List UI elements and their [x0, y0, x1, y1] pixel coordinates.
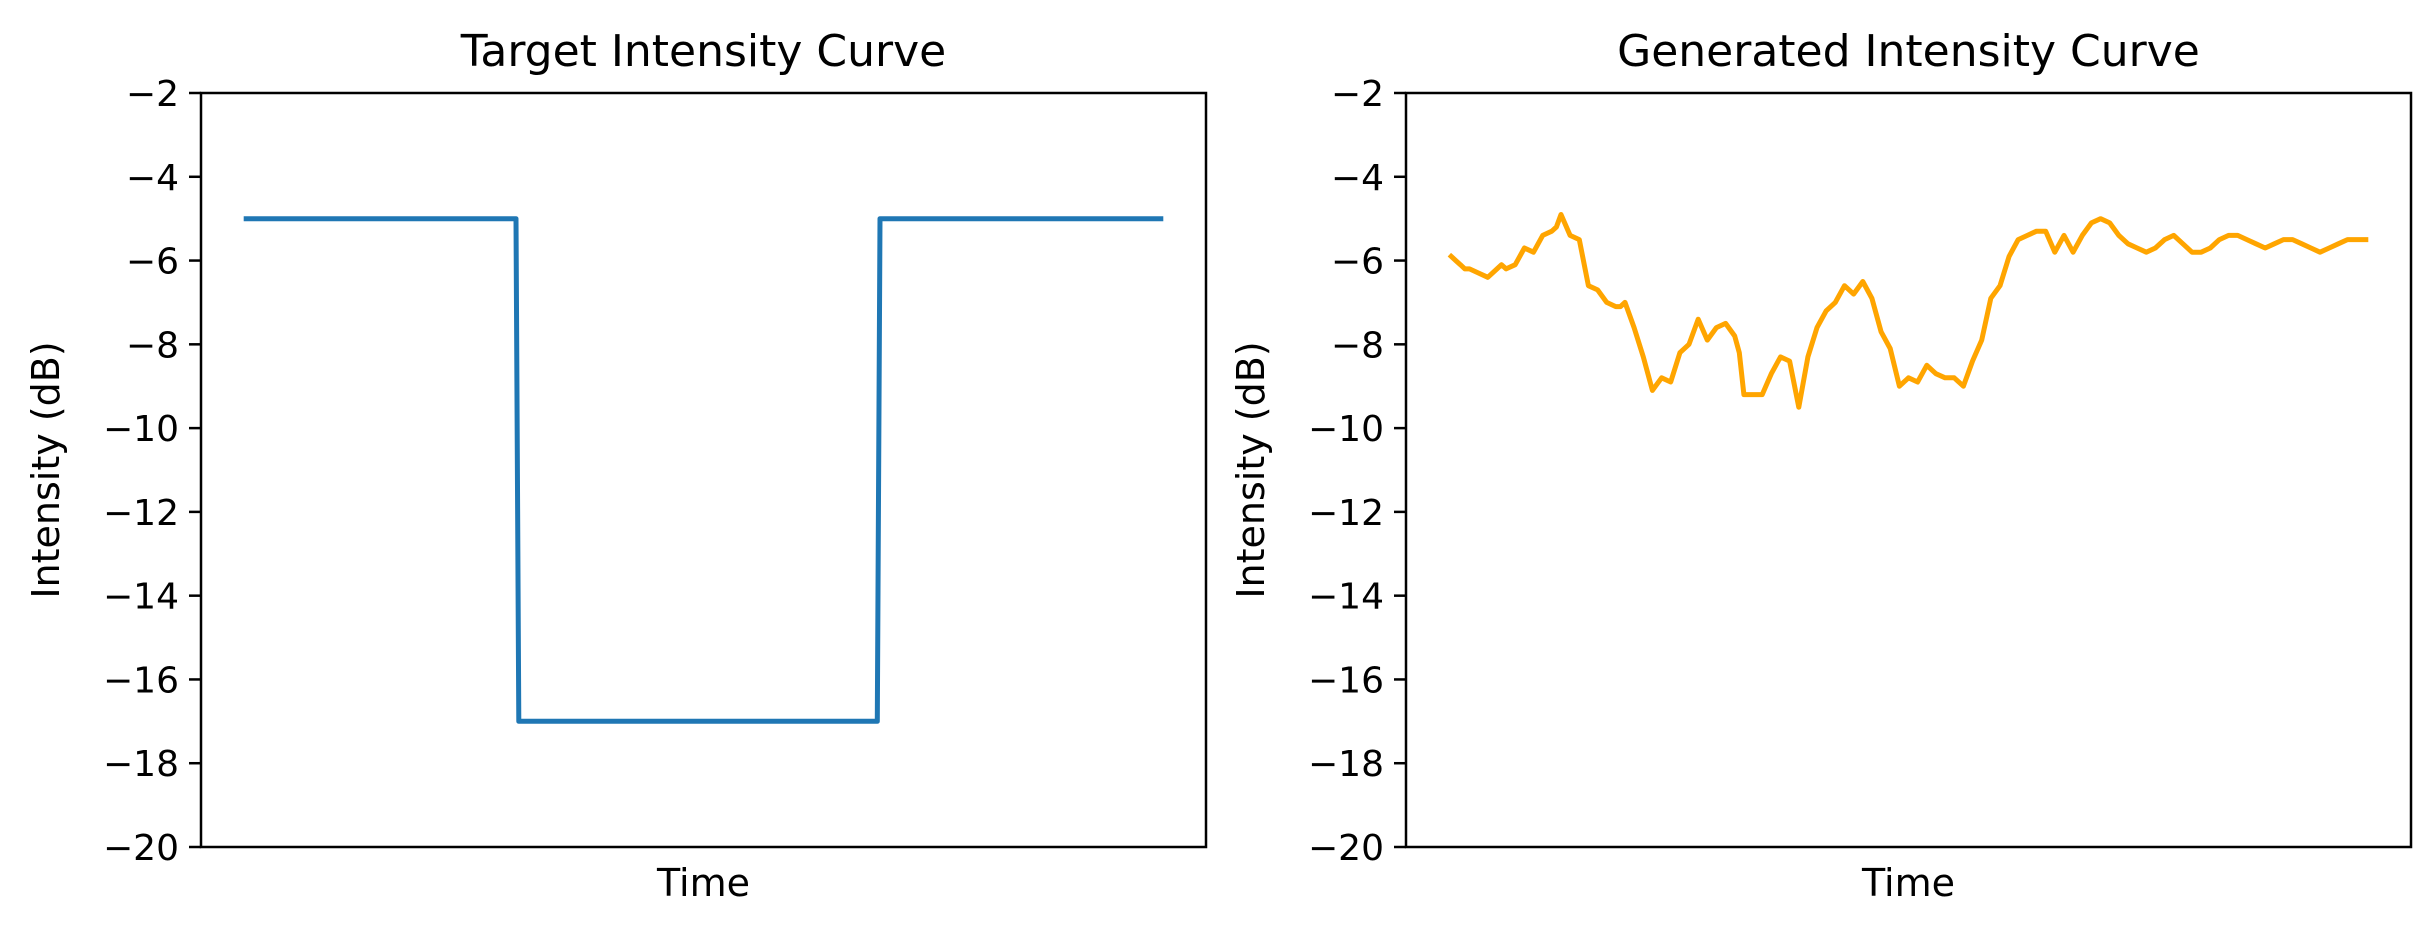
generated-y-tick-label: −2: [1331, 74, 1384, 115]
generated-chart-title: Generated Intensity Curve: [1617, 26, 2200, 77]
target-y-tick-label: −20: [103, 828, 179, 869]
target-y-tick-label: −4: [126, 158, 179, 199]
generated-y-tick-label: −16: [1308, 660, 1384, 701]
target-y-tick-label: −2: [126, 74, 179, 115]
generated-y-tick-label: −6: [1331, 242, 1384, 283]
target-y-tick-label: −10: [103, 409, 179, 450]
target-y-tick-label: −8: [126, 325, 179, 366]
generated-y-tick-label: −4: [1331, 158, 1384, 199]
generated-series-line: [1447, 212, 2369, 410]
target-chart-title: Target Intensity Curve: [460, 26, 946, 77]
target-intensity-chart: Target Intensity Curve −2 −4 −6 −8 −10 −12 −14 −…: [24, 26, 1208, 905]
target-plot-frame: [199, 91, 1208, 849]
generated-y-tick-label: −8: [1331, 325, 1384, 366]
target-series-line: [243, 216, 1164, 724]
generated-y-tick-label: −10: [1308, 409, 1384, 450]
generated-y-tick-label: −20: [1308, 828, 1384, 869]
generated-plot-frame: [1404, 91, 2413, 849]
generated-intensity-chart: Generated Intensity Curve −2 −4 −6 −8 −10 −12 −…: [1229, 26, 2413, 905]
generated-y-tick-label: −12: [1308, 493, 1384, 534]
target-y-axis-label: Intensity (dB): [24, 341, 68, 598]
target-x-axis-label: Time: [656, 861, 750, 905]
generated-x-axis-label: Time: [1861, 861, 1955, 905]
generated-y-tick-label: −18: [1308, 744, 1384, 785]
target-y-tick-label: −12: [103, 493, 179, 534]
generated-y-axis-label: Intensity (dB): [1229, 341, 1273, 598]
generated-y-tick-label: −14: [1308, 577, 1384, 618]
target-y-tick-label: −18: [103, 744, 179, 785]
target-y-tick-label: −16: [103, 660, 179, 701]
target-y-tick-label: −6: [126, 242, 179, 283]
target-y-tick-label: −14: [103, 577, 179, 618]
